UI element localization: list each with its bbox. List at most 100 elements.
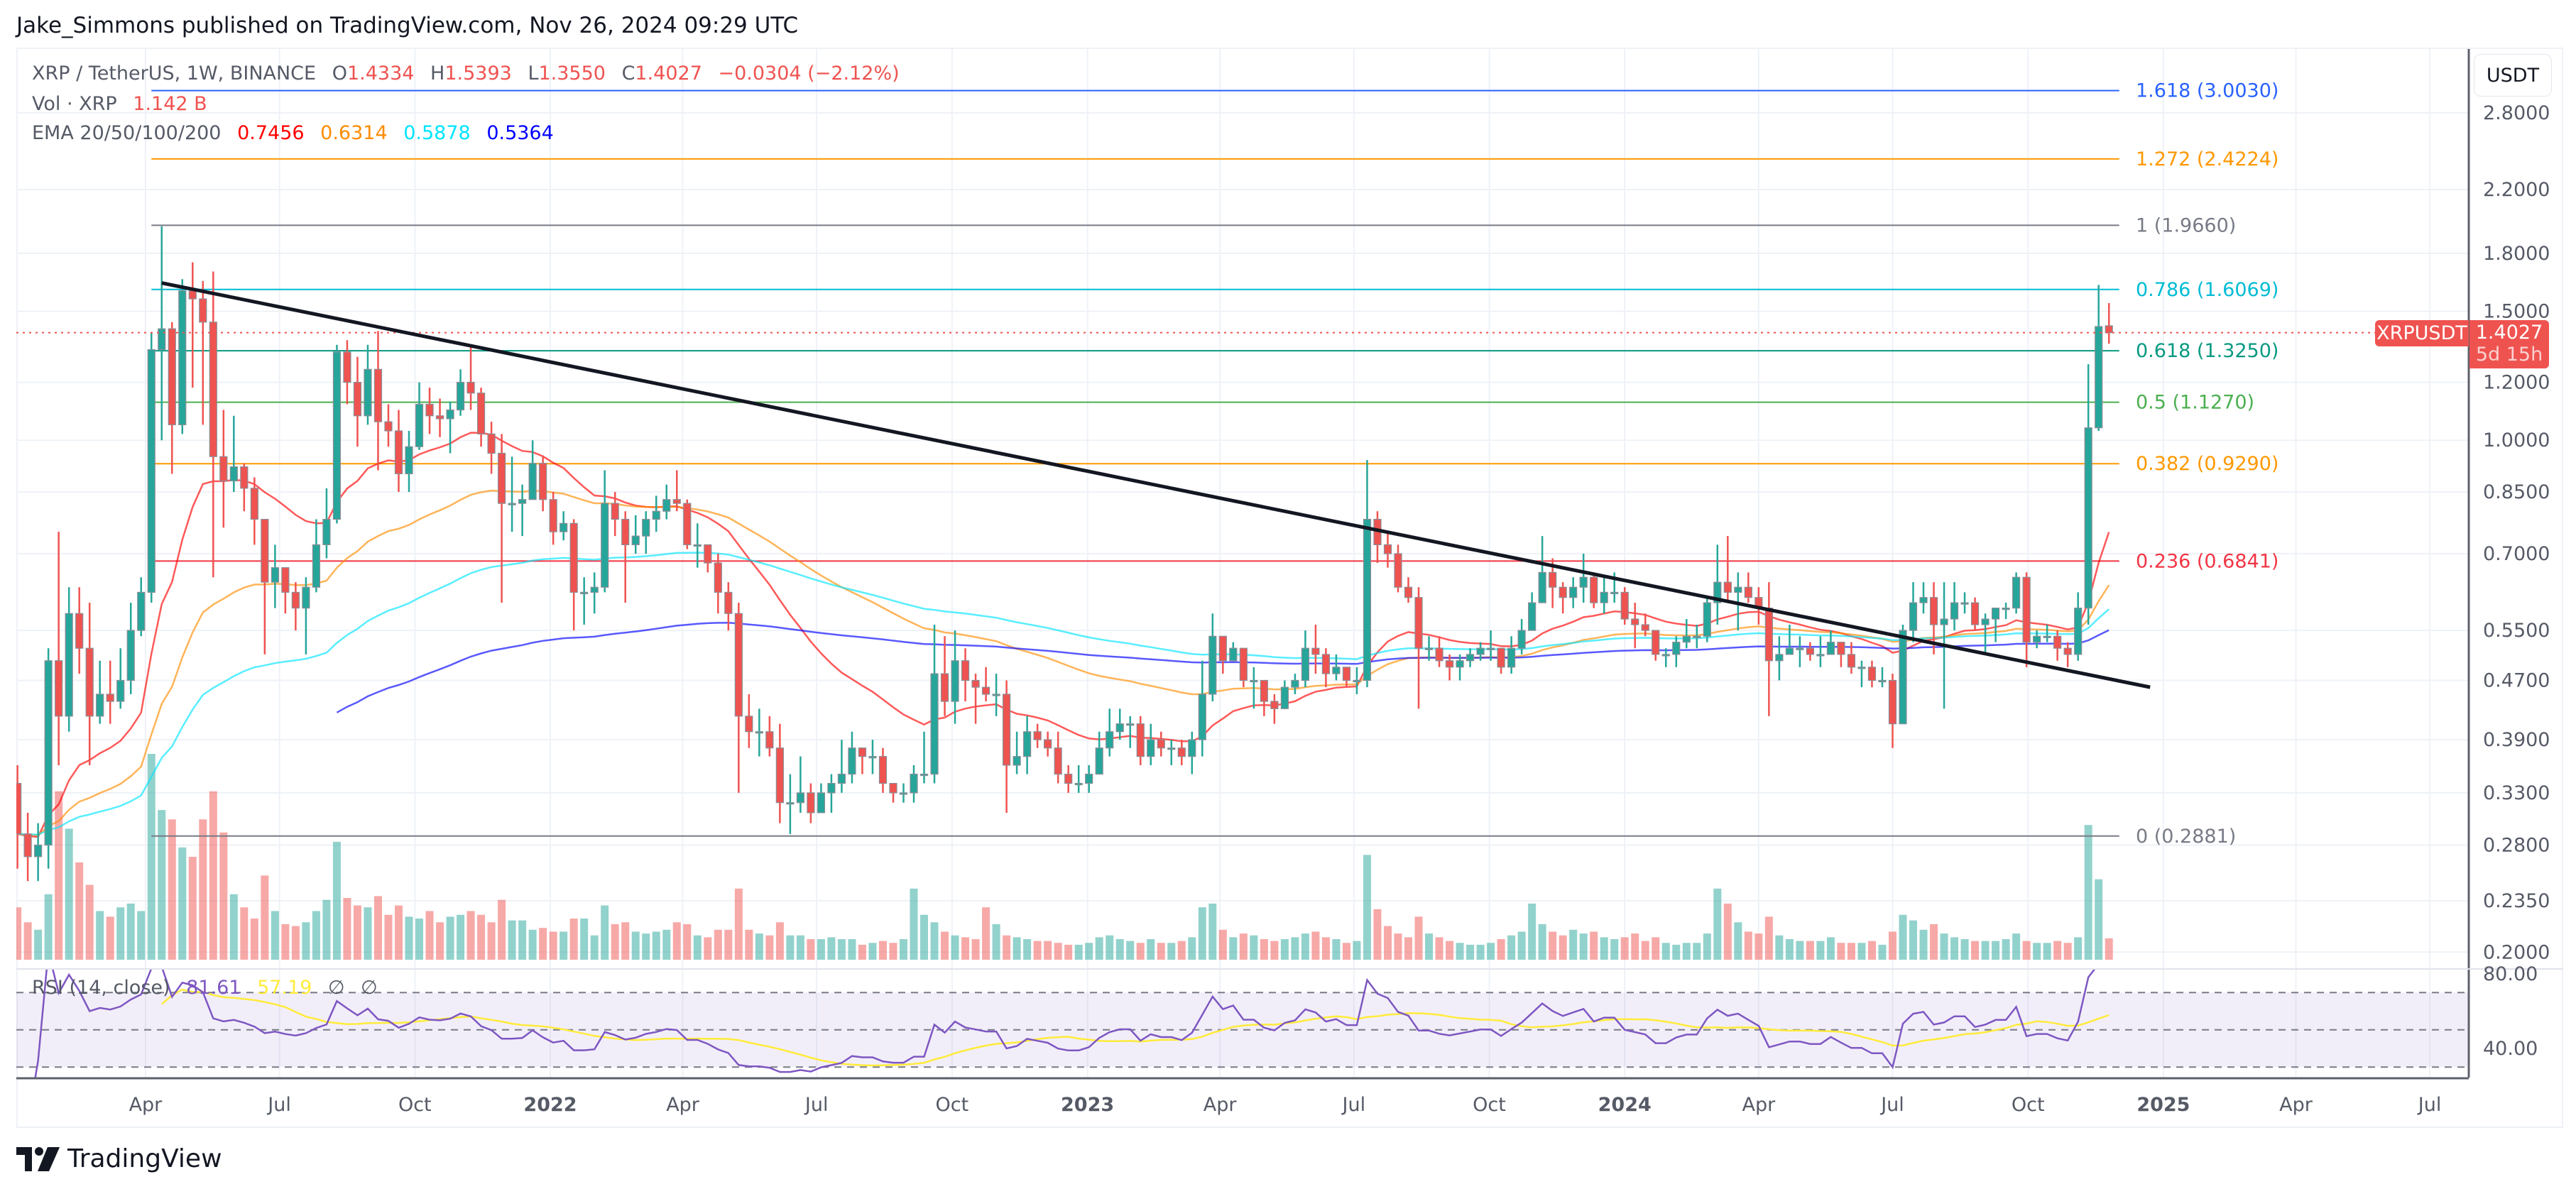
candle-body bbox=[1301, 647, 1309, 681]
candle-body bbox=[322, 518, 331, 546]
candle-body bbox=[910, 773, 918, 794]
candle-body bbox=[1321, 654, 1331, 674]
time-tick-label: 2023 bbox=[1061, 1094, 1114, 1116]
ema-label[interactable]: EMA 20/50/100/200 bbox=[32, 122, 222, 144]
candle-body bbox=[1497, 647, 1505, 668]
volume-bar bbox=[1837, 943, 1845, 960]
candle-body bbox=[1579, 576, 1588, 588]
volume-bar bbox=[126, 903, 135, 960]
volume-bar bbox=[1713, 888, 1722, 960]
candle-body bbox=[817, 792, 826, 813]
candle-body bbox=[126, 630, 135, 681]
volume-bar bbox=[1867, 941, 1876, 960]
volume-bar bbox=[827, 937, 836, 960]
candle-body bbox=[394, 430, 403, 475]
rsi-na-value-2: ∅ bbox=[361, 977, 378, 999]
volume-bar bbox=[1332, 939, 1341, 960]
volume-bar bbox=[1641, 941, 1649, 960]
candle-body bbox=[528, 463, 537, 500]
fib-level-label: 0.618 (1.3250) bbox=[2136, 340, 2278, 362]
volume-bar bbox=[1404, 937, 1413, 960]
volume-bar bbox=[1218, 929, 1227, 960]
volume-bar bbox=[1507, 935, 1516, 960]
volume-bar bbox=[16, 907, 22, 960]
candle-body bbox=[2095, 326, 2103, 429]
volume-bar bbox=[1878, 944, 1887, 960]
volume-bar bbox=[116, 907, 125, 960]
volume-bar bbox=[487, 922, 496, 960]
candle-body bbox=[848, 747, 856, 775]
candle-body bbox=[373, 368, 383, 422]
candle-body bbox=[1044, 739, 1052, 749]
volume-bar bbox=[178, 847, 187, 960]
time-tick-label: Oct bbox=[936, 1094, 969, 1116]
ohlc-low: L1.3550 bbox=[528, 62, 606, 84]
volume-bar bbox=[1342, 943, 1350, 960]
candle-body bbox=[302, 586, 310, 609]
volume-bar bbox=[1353, 941, 1361, 960]
volume-bar bbox=[1064, 944, 1073, 960]
volume-bar bbox=[1754, 933, 1763, 960]
volume-bar bbox=[1672, 944, 1681, 960]
time-tick-label: Jul bbox=[2417, 1094, 2442, 1116]
candle-body bbox=[889, 782, 897, 794]
time-tick-label: Jul bbox=[266, 1094, 291, 1116]
volume-bar bbox=[611, 924, 619, 960]
candle-body bbox=[312, 544, 321, 588]
volume-bar bbox=[2095, 879, 2103, 960]
candle-body bbox=[1074, 782, 1083, 786]
candle-body bbox=[1106, 731, 1114, 749]
candle-body bbox=[1280, 686, 1289, 709]
volume-bar bbox=[796, 935, 804, 960]
volume-bar bbox=[364, 907, 372, 960]
volume-bar bbox=[1569, 929, 1578, 960]
candle-body bbox=[415, 403, 424, 447]
volume-bar bbox=[425, 911, 434, 960]
volume-bar bbox=[1971, 941, 1980, 960]
time-tick-label: 2022 bbox=[523, 1094, 577, 1116]
candle-body bbox=[549, 499, 557, 532]
volume-bar bbox=[704, 937, 712, 960]
volume-bar bbox=[1425, 933, 1434, 960]
candle-body bbox=[868, 756, 877, 759]
volume-bar bbox=[147, 754, 155, 960]
candle-body bbox=[199, 298, 207, 323]
currency-button[interactable]: USDT bbox=[2474, 54, 2552, 97]
candle-body bbox=[487, 433, 496, 454]
tradingview-logo[interactable]: TradingView bbox=[16, 1144, 222, 1173]
rsi-label[interactable]: RSI (14, close) bbox=[32, 977, 170, 999]
volume-bar bbox=[1456, 943, 1464, 960]
volume-bar bbox=[621, 922, 630, 960]
volume-legend: Vol · XRP 1.142 B bbox=[32, 93, 217, 115]
candle-body bbox=[2043, 635, 2051, 638]
volume-bar bbox=[961, 937, 970, 960]
volume-bar bbox=[755, 933, 763, 960]
candle-body bbox=[1064, 773, 1073, 784]
fib-level-label: 0.786 (1.6069) bbox=[2136, 279, 2278, 301]
candle-body bbox=[1661, 654, 1670, 657]
candle-body bbox=[188, 290, 197, 300]
trendline[interactable] bbox=[161, 281, 2151, 689]
candle-body bbox=[652, 510, 660, 520]
fib-retracement[interactable]: 1.618 (3.0030) 1.272 (2.4224) 1 (1.9660) 0.… bbox=[151, 80, 2278, 848]
candle-body bbox=[1610, 591, 1619, 595]
volume-bar bbox=[652, 931, 660, 960]
volume-bar bbox=[209, 791, 217, 960]
volume-bar bbox=[1610, 939, 1619, 960]
tradingview-logo-icon bbox=[16, 1146, 60, 1171]
open-label: O bbox=[332, 62, 347, 84]
volume-bar bbox=[539, 928, 547, 960]
rsi-tick-label: 40.00 bbox=[2483, 1038, 2538, 1060]
volume-bar bbox=[2002, 939, 2010, 960]
candle-body bbox=[1847, 654, 1856, 668]
volume-bar bbox=[446, 916, 454, 960]
volume-label[interactable]: Vol · XRP bbox=[32, 93, 117, 115]
candle-body bbox=[332, 351, 342, 520]
publish-header: Jake_Simmons published on TradingView.co… bbox=[16, 13, 799, 38]
symbol-title[interactable]: XRP / TetherUS, 1W, BINANCE bbox=[32, 62, 317, 84]
volume-bar bbox=[2074, 937, 2083, 960]
volume-bar bbox=[1321, 937, 1330, 960]
candle-body bbox=[1188, 739, 1196, 757]
